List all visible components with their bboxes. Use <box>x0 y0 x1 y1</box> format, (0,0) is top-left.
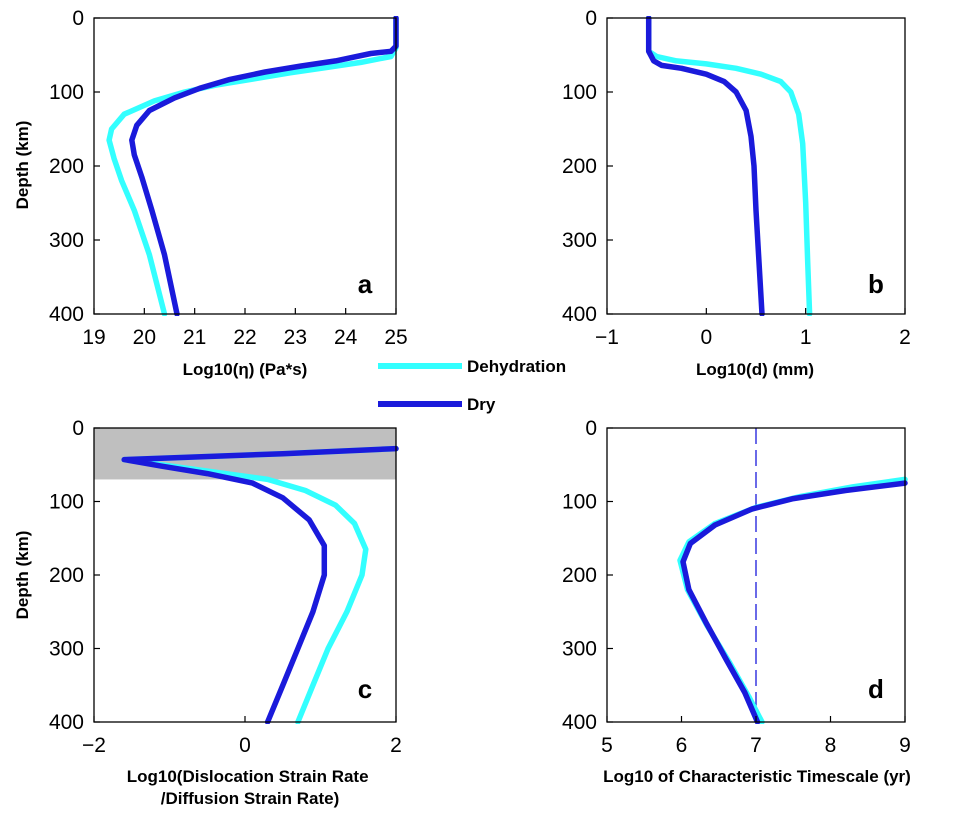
panel-a-ytick-label: 0 <box>72 7 84 30</box>
panel-c-xtick-label: 2 <box>390 734 402 757</box>
panel-c-xlabel: Log10(Dislocation Strain Rate /Diffusion… <box>127 767 374 808</box>
panel-b-ytick-label: 0 <box>585 7 597 30</box>
panel-d-series-dry-line <box>680 480 908 724</box>
panel-a-xtick-label: 19 <box>82 326 105 349</box>
panel-a-xtick-label: 23 <box>284 326 307 349</box>
legend: Dehydration Dry <box>378 357 566 414</box>
panel-c-xtick-label: 0 <box>239 734 251 757</box>
panel-b-xtick-label: 2 <box>899 326 911 349</box>
panel-c-ylabel: Depth (km) <box>13 531 32 620</box>
panel-b-xtick-label: 1 <box>800 326 812 349</box>
panel-b-ytick-label: 100 <box>562 81 597 104</box>
panel-d: 5 6 7 8 9 0 100 200 300 400 Log10 of Characterist… <box>562 417 911 786</box>
panel-c-series-dry <box>121 445 399 724</box>
panel-b: −1 0 1 2 0 100 200 300 400 Log10(d) (mm) b <box>562 7 911 379</box>
panel-c-ytick-label: 300 <box>49 638 84 661</box>
panel-d-ytick-label: 400 <box>562 711 597 734</box>
panel-a-xtick-label: 22 <box>233 326 256 349</box>
panel-b-letter: b <box>868 269 884 299</box>
panel-d-plot-area: 5 6 7 8 9 0 100 200 300 400 <box>562 417 911 757</box>
panel-a-series-dehydration <box>106 16 399 316</box>
panel-b-series-dry <box>645 16 765 316</box>
panel-a-xtick-label: 21 <box>183 326 206 349</box>
panel-c-letter: c <box>358 674 372 704</box>
panel-c-xtick-label: −2 <box>82 734 106 757</box>
panel-a-xlabel: Log10(η) (Pa*s) <box>183 360 308 379</box>
panel-d-ytick-label: 0 <box>585 417 597 440</box>
legend-label-dehydration: Dehydration <box>467 357 566 376</box>
panel-d-xtick-label: 8 <box>825 734 837 757</box>
panel-b-plot-area: −1 0 1 2 0 100 200 300 400 <box>562 7 911 349</box>
panel-b-series-dehydration <box>645 16 813 316</box>
panel-d-xtick-label: 6 <box>676 734 688 757</box>
panel-a-xtick-label: 20 <box>133 326 156 349</box>
panel-a-xtick-label: 24 <box>334 326 358 349</box>
panel-b-series-dry-line <box>645 16 765 316</box>
panel-c-ytick-label: 0 <box>72 417 84 440</box>
panel-a: 19 20 21 22 23 24 25 0 100 200 300 400 Log10(η) (Pa… <box>13 7 408 379</box>
panel-d-ytick-label: 100 <box>562 491 597 514</box>
panel-d-series-dry <box>680 480 908 724</box>
panel-a-ytick-label: 100 <box>49 81 84 104</box>
panel-a-ylabel: Depth (km) <box>13 121 32 210</box>
panel-c-series-dry-line <box>121 445 399 724</box>
panel-b-xlabel: Log10(d) (mm) <box>696 360 814 379</box>
panel-c-xlabel-line2: /Diffusion Strain Rate) <box>161 789 340 808</box>
legend-label-dry: Dry <box>467 395 496 414</box>
panel-d-xlabel: Log10 of Characteristic Timescale (yr) <box>603 767 911 786</box>
panel-b-ytick-label: 400 <box>562 303 597 326</box>
panel-d-letter: d <box>868 674 884 704</box>
panel-c-xlabel-text: Log10(Dislocation Strain Rate <box>127 767 369 786</box>
panel-d-ytick-label: 200 <box>562 564 597 587</box>
panel-c-plot-area: −2 0 2 0 100 200 300 400 <box>49 417 402 757</box>
panel-d-xtick-label: 7 <box>750 734 762 757</box>
panel-b-xtick-label: 0 <box>700 326 712 349</box>
panel-a-xtick-label: 25 <box>384 326 407 349</box>
panel-a-series-dehydration-line <box>106 16 399 316</box>
panel-d-xtick-label: 9 <box>899 734 911 757</box>
panel-a-ytick-label: 300 <box>49 229 84 252</box>
panel-a-ytick-label: 200 <box>49 155 84 178</box>
panel-a-plot-area: 19 20 21 22 23 24 25 0 100 200 300 400 <box>49 7 408 349</box>
panel-c-ytick-label: 100 <box>49 491 84 514</box>
panel-b-ytick-label: 200 <box>562 155 597 178</box>
panel-a-letter: a <box>358 269 373 299</box>
panel-b-xtick-label: −1 <box>595 326 619 349</box>
panel-c-ytick-label: 400 <box>49 711 84 734</box>
panel-a-ytick-label: 400 <box>49 303 84 326</box>
panel-b-ytick-label: 300 <box>562 229 597 252</box>
panel-b-series-dehydration-line <box>645 16 813 316</box>
panel-c: −2 0 2 0 100 200 300 400 Log10(Dislocation Stra… <box>13 417 402 808</box>
panel-d-ytick-label: 300 <box>562 638 597 661</box>
panel-d-xtick-label: 5 <box>601 734 613 757</box>
panel-c-ytick-label: 200 <box>49 564 84 587</box>
